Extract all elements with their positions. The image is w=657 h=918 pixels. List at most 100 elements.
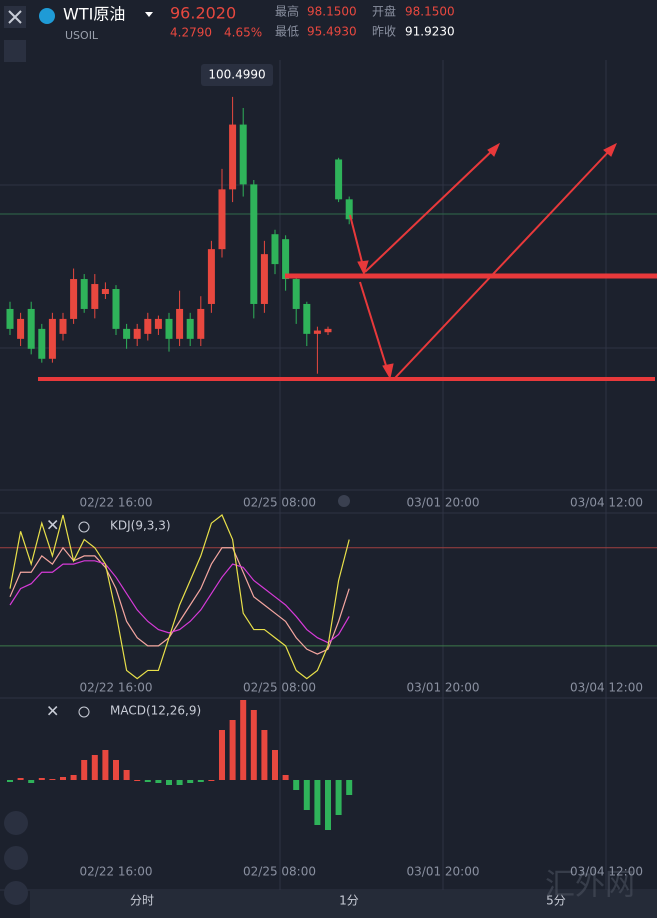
macd-bar [282, 775, 289, 780]
candle-body [123, 328, 131, 339]
tab[interactable]: 5分 [546, 894, 566, 908]
macd-bar [303, 780, 310, 810]
candle-body [250, 184, 258, 304]
macd-bar [70, 775, 77, 780]
x-tick-label: 02/22 16:00 [80, 865, 153, 879]
macd-bar [28, 780, 35, 783]
kdj-line [9, 514, 350, 680]
x-tick-label: 03/04 12:00 [570, 865, 643, 879]
candle-body [176, 308, 184, 339]
macd-bar [176, 780, 183, 785]
candle-body [38, 328, 46, 359]
candle-body [112, 289, 120, 329]
candle-body [218, 189, 226, 250]
candle-body [197, 308, 205, 339]
candle-body [335, 159, 343, 200]
scroll-dot[interactable] [338, 495, 350, 507]
code: USOIL [65, 29, 99, 42]
annotations [38, 142, 657, 381]
candle-body [292, 279, 300, 309]
macd-bar [134, 780, 141, 781]
candle-body [133, 328, 141, 339]
collapse-button[interactable] [4, 40, 26, 62]
candle-body [144, 318, 152, 334]
macd-bar [261, 730, 268, 780]
tool-chart[interactable] [4, 881, 28, 905]
stat-label: 昨收 [372, 25, 396, 39]
candle-body [345, 199, 353, 220]
x-tick-label: 03/01 20:00 [407, 865, 480, 879]
macd-bar [325, 780, 331, 830]
stat-value: 98.1500 [405, 5, 455, 19]
stat-label: 最低 [275, 25, 299, 39]
x-tick-label: 03/04 12:00 [570, 681, 643, 695]
macd-bar [102, 750, 109, 780]
kdj-close[interactable]: ✕ [46, 516, 59, 535]
macd-bar [91, 755, 98, 780]
macd-close[interactable]: ✕ [46, 702, 59, 721]
watermark: 汇外网 [545, 868, 635, 903]
candle-body [303, 303, 311, 334]
x-tick-label: 02/22 16:00 [80, 681, 153, 695]
kdj-line [9, 546, 350, 655]
macd-bar [314, 780, 321, 825]
macd-bar [123, 770, 130, 780]
macd-bar [155, 780, 162, 783]
kdj-line [9, 560, 350, 644]
main-chart [6, 96, 353, 374]
candle-body [239, 124, 247, 185]
price: 96.2020 [170, 4, 236, 23]
x-tick-label: 03/01 20:00 [407, 496, 480, 510]
macd-bar [60, 777, 66, 780]
macd-bar [335, 780, 342, 815]
candle-body [101, 289, 109, 294]
tab[interactable]: 分时 [130, 894, 154, 908]
macd-bar [187, 780, 194, 783]
macd-bar [229, 720, 236, 780]
macd-bar [240, 700, 247, 780]
candle-body [17, 318, 25, 339]
change: 4.2790 [170, 26, 212, 40]
high-tag [201, 64, 273, 86]
macd-bar [250, 710, 257, 780]
candle-body [80, 279, 88, 309]
tool-indicators[interactable] [4, 811, 28, 835]
candle-body [70, 279, 78, 319]
x-tick-label: 03/01 20:00 [407, 681, 480, 695]
candle-body [186, 318, 194, 339]
dropdown[interactable] [145, 12, 153, 17]
macd-bar [346, 780, 353, 795]
macd-bar [113, 760, 119, 780]
stat-label: 最高 [275, 4, 299, 19]
kdj-chart [0, 514, 657, 680]
macd-bar [197, 780, 204, 782]
candle-body [48, 318, 56, 359]
macd-bar [219, 730, 225, 780]
high-label: 100.4990 [208, 68, 265, 82]
tab-bar [30, 890, 657, 918]
macd-bar [17, 778, 24, 780]
stat-value: 91.9230 [405, 25, 455, 39]
x-tick-label: 02/22 16:00 [80, 496, 153, 510]
macd-bar [272, 750, 278, 780]
tool-draw[interactable] [4, 846, 28, 870]
macd-bar [293, 780, 300, 790]
x-tick-label: 02/25 08:00 [243, 681, 316, 695]
macd-bar [7, 780, 13, 782]
macd-chart [7, 700, 353, 830]
macd-settings[interactable] [78, 706, 90, 718]
kdj-settings[interactable] [78, 521, 90, 533]
candle-body [282, 239, 290, 280]
symbol[interactable]: WTI原油 [63, 5, 125, 24]
kdj-title: KDJ(9,3,3) [110, 519, 171, 533]
candle-body [27, 308, 35, 349]
tab[interactable]: 1分 [339, 894, 359, 908]
candle-body [324, 328, 332, 333]
candle-body [154, 318, 162, 329]
stat-label: 开盘 [372, 4, 396, 19]
candle-body [229, 124, 237, 190]
stat-value: 98.1500 [307, 5, 357, 19]
